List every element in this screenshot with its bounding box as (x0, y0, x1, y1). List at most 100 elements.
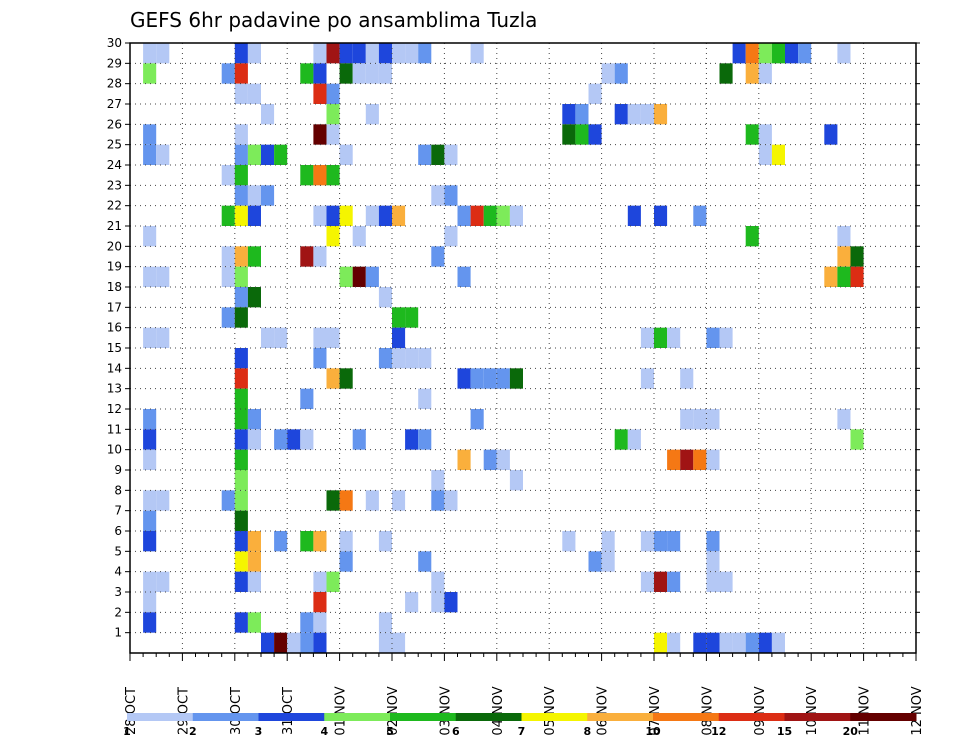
precip-cell (444, 185, 458, 206)
precip-cell (261, 104, 275, 125)
precip-cell (654, 571, 668, 592)
x-tick-label: 08 NOV (700, 686, 715, 735)
precip-cell (654, 205, 668, 226)
colorbar-swatch (850, 713, 917, 721)
precip-cell (575, 124, 589, 145)
precip-cell (745, 632, 759, 653)
precip-cell (483, 205, 497, 226)
precip-cell (247, 409, 261, 430)
precip-cell (274, 632, 288, 653)
precip-cell (326, 124, 340, 145)
colorbar-swatch (587, 713, 654, 721)
precip-cell (247, 43, 261, 64)
y-tick-label: 3 (114, 585, 122, 599)
precip-cell (247, 205, 261, 226)
colorbar-swatch (390, 713, 457, 721)
precip-cell (143, 327, 157, 348)
precip-cell (405, 429, 419, 450)
colorbar-swatch (521, 713, 588, 721)
y-axis: 1234567891011121314151617181920212223242… (107, 36, 920, 640)
precip-cell (156, 571, 170, 592)
precip-cell (771, 144, 785, 165)
precip-cell (509, 205, 523, 226)
precip-cell (313, 348, 327, 369)
y-tick-label: 23 (107, 178, 122, 192)
precip-cell (496, 449, 510, 470)
precip-cell (234, 551, 248, 572)
precip-cell (405, 307, 419, 328)
precip-cell (143, 449, 157, 470)
precip-cell (614, 63, 628, 84)
precip-cell (156, 144, 170, 165)
precip-cell (562, 124, 576, 145)
precip-cell (431, 490, 445, 511)
precip-cell (143, 429, 157, 450)
precip-cell (431, 144, 445, 165)
precip-cell (706, 632, 720, 653)
precip-cell (156, 327, 170, 348)
precip-cell (418, 551, 432, 572)
y-tick-label: 30 (107, 36, 122, 50)
precip-cell (313, 63, 327, 84)
precip-cell (378, 632, 392, 653)
precip-cell (234, 490, 248, 511)
precip-cell (300, 63, 314, 84)
precip-cell (392, 307, 406, 328)
precip-cell (798, 43, 812, 64)
precip-cell (143, 531, 157, 552)
y-tick-label: 8 (114, 483, 122, 497)
precip-cell (234, 83, 248, 104)
precip-cell (392, 205, 406, 226)
x-tick-label: 31 OCT (281, 687, 296, 735)
precip-cell (247, 144, 261, 165)
precip-cell (405, 348, 419, 369)
precip-cell (667, 327, 681, 348)
colorbar-swatch (192, 713, 259, 721)
precip-cell (339, 551, 353, 572)
precip-cell (143, 409, 157, 430)
precip-cell (745, 43, 759, 64)
precip-cell (405, 43, 419, 64)
precip-cell (365, 43, 379, 64)
y-tick-label: 14 (107, 361, 122, 375)
precip-cell (300, 165, 314, 186)
x-axis: 28 OCT 29 OCT 30 OCT 31 OCT 01 NOV 02 NOV 03 N… (124, 653, 925, 736)
precip-cell (143, 124, 157, 145)
precip-cell (732, 632, 746, 653)
precip-cell (261, 327, 275, 348)
precip-cell (745, 124, 759, 145)
precip-cell (850, 246, 864, 267)
grid-lines (130, 43, 916, 653)
colorbar-tick-label: 8 (583, 725, 591, 738)
precip-cell (352, 226, 366, 247)
y-tick-label: 28 (107, 77, 122, 91)
y-tick-label: 27 (107, 97, 122, 111)
precip-cell (234, 409, 248, 430)
precip-cell (693, 205, 707, 226)
precip-cell (221, 63, 235, 84)
precip-cell (143, 144, 157, 165)
chart-title: GEFS 6hr padavine po ansamblima Tuzla (130, 8, 537, 32)
precip-cell (339, 205, 353, 226)
precip-cell (457, 449, 471, 470)
colorbar-swatch (324, 713, 391, 721)
colorbar-swatch (127, 713, 194, 721)
y-tick-label: 7 (114, 504, 122, 518)
precip-cell (365, 490, 379, 511)
precip-cell (850, 429, 864, 450)
precip-cell (706, 571, 720, 592)
colorbar-swatch (784, 713, 851, 721)
precip-cell (654, 531, 668, 552)
precip-cell (247, 612, 261, 633)
precip-cell (261, 144, 275, 165)
precip-cell (444, 490, 458, 511)
precip-cell (274, 327, 288, 348)
precip-cell (444, 144, 458, 165)
precip-cell (261, 185, 275, 206)
colorbar-tick-label: 4 (320, 725, 328, 738)
precip-cell (640, 104, 654, 125)
precip-cell (287, 429, 301, 450)
precip-cell (339, 43, 353, 64)
precip-cell (483, 368, 497, 389)
precip-cell (431, 185, 445, 206)
